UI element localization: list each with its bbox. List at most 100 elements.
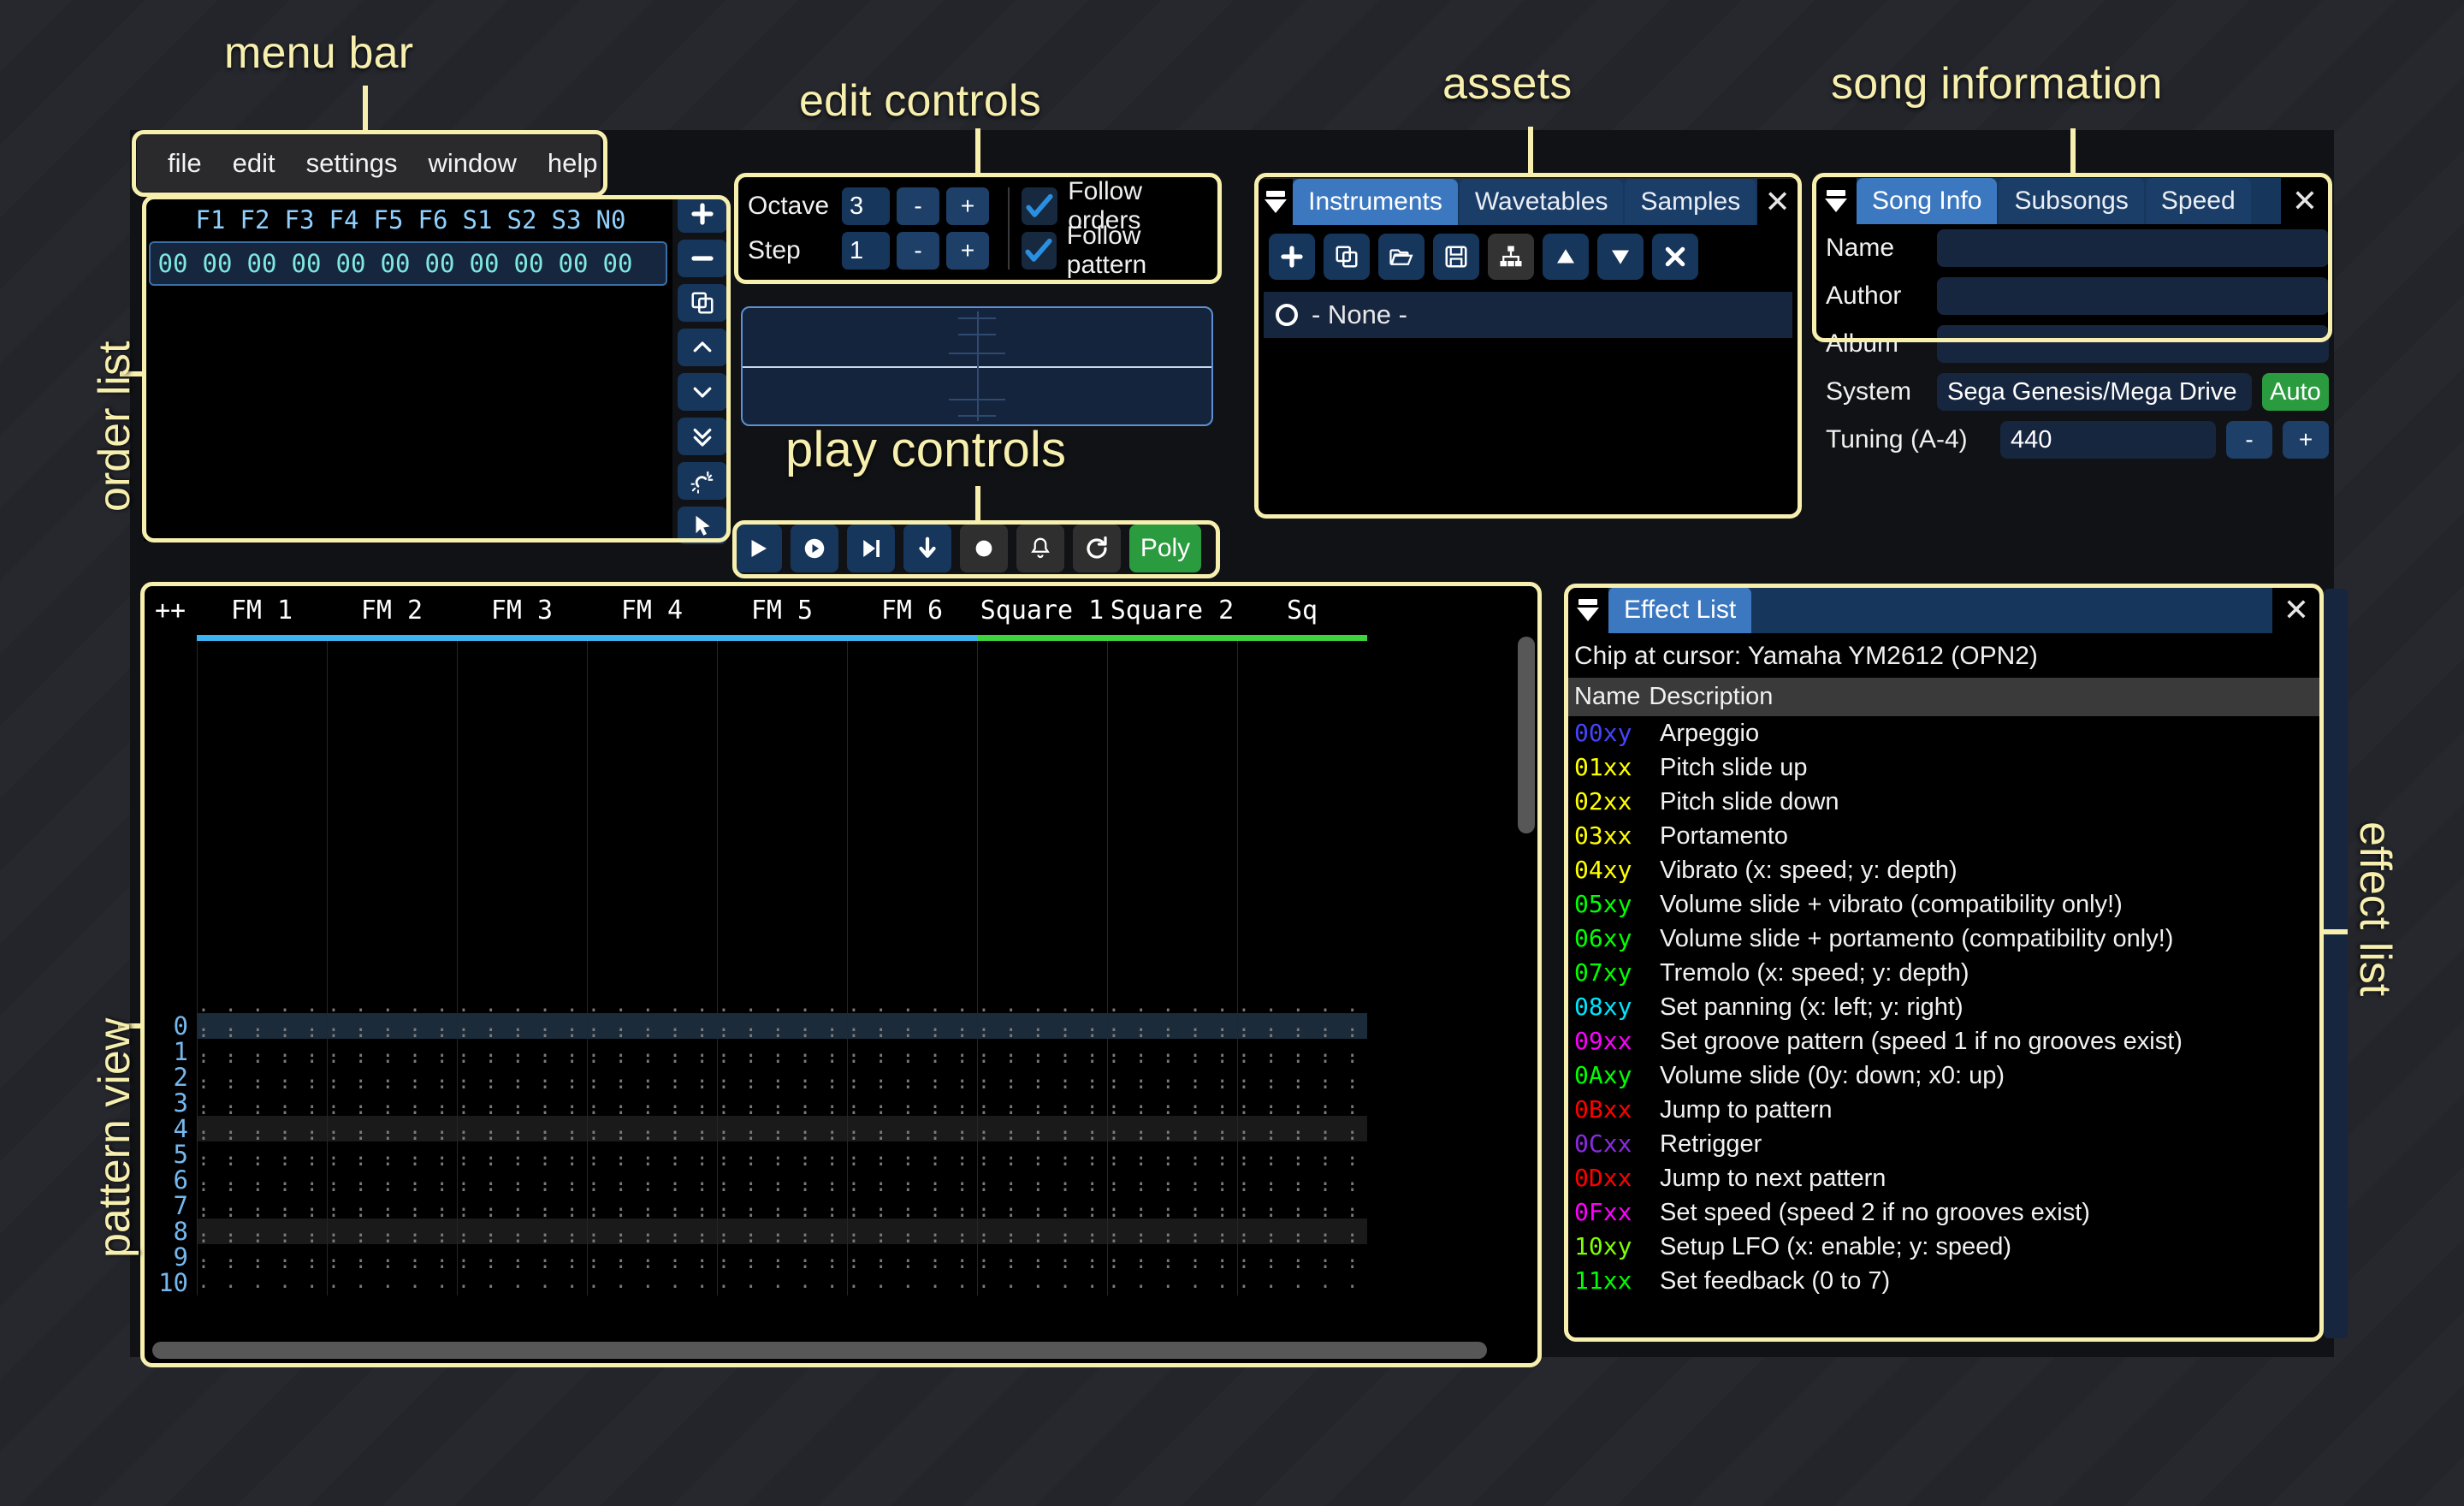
pattern-cell[interactable]: . . . . . . . . . . [847,1047,977,1090]
pattern-cell[interactable]: . . . . . . . . . . [847,1253,977,1296]
pattern-cell[interactable]: . . . . . . . . . . [1237,1099,1367,1141]
tab-instruments[interactable]: Instruments [1293,179,1458,225]
play-from-cursor-button[interactable] [791,525,838,572]
pattern-channel-name[interactable]: FM 6 [880,595,944,626]
pattern-cell[interactable]: . . . . . . . . . . [197,1124,327,1167]
play-one-row-button[interactable] [847,525,895,572]
tab-effect-list[interactable]: Effect List [1608,587,1752,633]
pattern-cell[interactable]: . . . . . . . . . . [197,1227,327,1270]
duplicate-order-button[interactable] [678,284,727,322]
pattern-cell[interactable]: . . . . . . . . . . [587,1227,717,1270]
select-order-button[interactable] [678,507,727,544]
pattern-cell[interactable]: . . . . . . . . . . [587,1073,717,1116]
pattern-cell[interactable]: . . . . . . . . . . [457,1073,587,1116]
pattern-cell[interactable]: . . . . . . . . . . [197,1047,327,1090]
pattern-corner-label[interactable]: ++ [154,595,187,626]
add-instrument-button[interactable] [1269,234,1315,280]
pattern-cell[interactable]: . . . . . . . . . . [327,1124,457,1167]
order-cell[interactable]: 00 [424,249,455,278]
pattern-cell[interactable]: . . . . . . . . . . [1237,1227,1367,1270]
menu-item-file[interactable]: file [168,148,202,178]
pattern-cell[interactable]: . . . . . . . . . . [587,1253,717,1296]
pattern-cell[interactable]: . . . . . . . . . . [197,1201,327,1244]
pattern-cell[interactable]: . . . . . . . . . . [717,1253,847,1296]
pattern-cell[interactable]: . . . . . . . . . . [847,1099,977,1141]
system-auto-button[interactable]: Auto [2262,373,2329,411]
order-list-selected-row[interactable]: 00 00 00 00 00 00 00 00 00 00 00 [149,241,667,286]
pattern-cell[interactable]: . . . . . . . . . . [1237,1124,1367,1167]
pattern-cell[interactable]: . . . . . . . . . . [197,996,327,1039]
pattern-cell[interactable]: . . . . . . . . . . [587,1047,717,1090]
pattern-cell[interactable]: . . . . . . . . . . [977,1099,1107,1141]
step-value[interactable]: 1 [842,232,890,270]
pattern-cell[interactable]: . . . . . . . . . . [847,1201,977,1244]
pattern-cell[interactable]: . . . . . . . . . . [1107,1150,1237,1193]
pattern-cell[interactable]: . . . . . . . . . . [457,1124,587,1167]
pattern-cell[interactable]: . . . . . . . . . . [1107,1022,1237,1064]
follow-orders-row[interactable]: Follow orders [1021,177,1217,234]
poly-mono-button[interactable]: Poly [1129,525,1201,572]
pattern-cell[interactable]: . . . . . . . . . . [197,1253,327,1296]
pattern-cell[interactable]: . . . . . . . . . . [587,1099,717,1141]
pattern-cell[interactable]: . . . . . . . . . . [1237,1047,1367,1090]
pattern-cell[interactable]: . . . . . . . . . . [977,1124,1107,1167]
song-info-close-icon[interactable]: ✕ [2281,178,2329,224]
pattern-cell[interactable]: . . . . . . . . . . [197,1176,327,1218]
order-cell[interactable]: 00 [380,249,411,278]
pattern-cell[interactable]: . . . . . . . . . . [1237,1201,1367,1244]
menu-item-settings[interactable]: settings [305,148,398,178]
delete-instrument-button[interactable] [1652,234,1698,280]
pattern-cell[interactable]: . . . . . . . . . . [457,1047,587,1090]
pattern-channel-name[interactable]: FM 1 [230,595,293,626]
pattern-cell[interactable]: . . . . . . . . . . [717,1073,847,1116]
pattern-cell[interactable]: . . . . . . . . . . [1237,1073,1367,1116]
pattern-cell[interactable]: . . . . . . . . . . [977,1022,1107,1064]
pattern-cell[interactable]: . . . . . . . . . . [1107,1073,1237,1116]
pattern-cell[interactable]: . . . . . . . . . . [327,1176,457,1218]
add-order-button[interactable] [678,195,727,233]
pattern-channel-name[interactable]: Square 1 [980,595,1105,626]
pattern-cell[interactable]: . . . . . . . . . . [977,1253,1107,1296]
pattern-cell[interactable]: . . . . . . . . . . [847,1176,977,1218]
pattern-cell[interactable]: . . . . . . . . . . [717,1047,847,1090]
song-info-collapse-icon[interactable] [1815,178,1857,224]
menu-item-window[interactable]: window [428,148,517,178]
pattern-cell[interactable]: . . . . . . . . . . [717,1227,847,1270]
pattern-cell[interactable]: . . . . . . . . . . [977,1176,1107,1218]
pattern-cell[interactable]: . . . . . . . . . . [197,1073,327,1116]
follow-orders-checkbox[interactable] [1021,187,1058,225]
pattern-cell[interactable]: . . . . . . . . . . [847,1150,977,1193]
effect-row[interactable]: 0Cxx Retrigger [1567,1127,2320,1161]
pattern-cell[interactable]: . . . . . . . . . . [457,1201,587,1244]
move-instrument-up-button[interactable] [1543,234,1589,280]
pattern-cell[interactable]: . . . . . . . . . . [457,1176,587,1218]
pattern-cell[interactable]: . . . . . . . . . . [717,1124,847,1167]
pattern-cell[interactable]: . . . . . . . . . . [717,1022,847,1064]
pattern-cell[interactable]: . . . . . . . . . . [977,996,1107,1039]
order-cell[interactable]: 00 [558,249,589,278]
pattern-cell[interactable]: . . . . . . . . . . [457,1227,587,1270]
pattern-cell[interactable]: . . . . . . . . . . [197,1022,327,1064]
pattern-cell[interactable]: . . . . . . . . . . [977,1073,1107,1116]
pattern-cell[interactable]: . . . . . . . . . . [847,1227,977,1270]
pattern-cell[interactable]: . . . . . . . . . . [457,1022,587,1064]
pattern-channel-indicator[interactable] [327,635,457,641]
follow-pattern-row[interactable]: Follow pattern [1021,222,1217,279]
pattern-cell[interactable]: . . . . . . . . . . [327,1022,457,1064]
pattern-cell[interactable]: . . . . . . . . . . [717,1176,847,1218]
step-down-button[interactable] [903,525,951,572]
pattern-cell[interactable]: . . . . . . . . . . [1237,1176,1367,1218]
move-order-bottom-button[interactable] [678,418,727,455]
effect-row[interactable]: 0Bxx Jump to pattern [1567,1093,2320,1127]
pattern-cell[interactable]: . . . . . . . . . . [1107,1253,1237,1296]
pattern-cell[interactable]: . . . . . . . . . . [847,1124,977,1167]
assets-close-icon[interactable]: ✕ [1757,179,1798,225]
menu-item-help[interactable]: help [547,148,598,178]
effect-row[interactable]: 10xy Setup LFO (x: enable; y: speed) [1567,1230,2320,1264]
order-cell[interactable]: 00 [469,249,500,278]
pattern-row[interactable]: 10. . . . . . . . . .. . . . . . . . . .… [144,1253,1538,1298]
song-name-input[interactable] [1937,229,2329,267]
pattern-row[interactable]: 4. . . . . . . . . .. . . . . . . . . ..… [144,1099,1538,1143]
effect-row[interactable]: 0Dxx Jump to next pattern [1567,1161,2320,1195]
pattern-cell[interactable]: . . . . . . . . . . [847,1073,977,1116]
